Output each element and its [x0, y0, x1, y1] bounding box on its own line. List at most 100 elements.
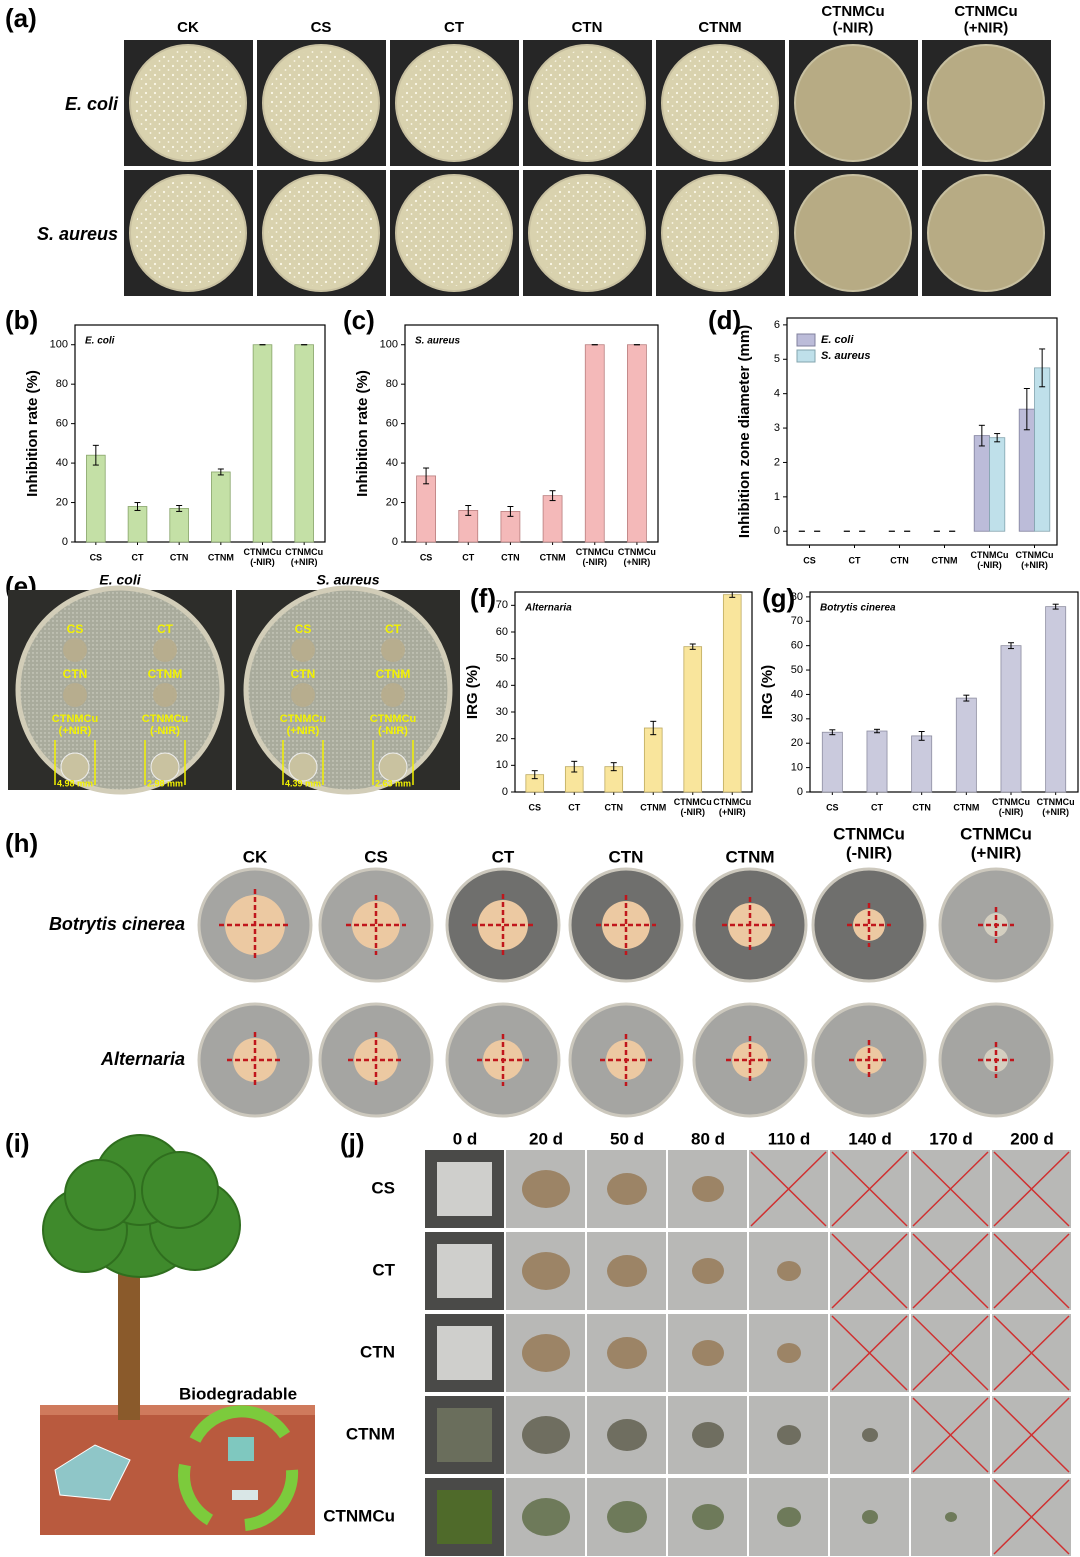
- error-bar: [1023, 388, 1030, 431]
- bar: [821, 731, 843, 793]
- trunk: [118, 1250, 140, 1420]
- bar: [989, 437, 1006, 532]
- bar: [1045, 606, 1067, 793]
- legend-label: S. aureus: [821, 350, 871, 362]
- y-tick-label: 1: [774, 491, 780, 503]
- sample-label: CTNMCu (-NIR): [370, 713, 416, 737]
- x-tick-label: CS: [528, 802, 541, 812]
- measurement: 2.63 mm: [375, 778, 411, 788]
- sample-label: CTN: [63, 667, 88, 681]
- film: [437, 1408, 492, 1462]
- x-tick-label: CTNM: [540, 552, 566, 562]
- y-tick-label: 100: [50, 339, 68, 351]
- column-header: CT: [444, 19, 464, 36]
- column-header: 20 d: [529, 1129, 563, 1148]
- agar-plate: [794, 174, 912, 292]
- measurement: 4.98 mm: [57, 778, 93, 788]
- bar: [584, 344, 605, 543]
- error-bar: [829, 729, 836, 736]
- film: [437, 1326, 492, 1380]
- error-bar: [689, 643, 696, 650]
- removed-mark: [750, 1151, 827, 1227]
- removed-mark: [993, 1397, 1070, 1473]
- y-tick-label: 80: [386, 378, 398, 390]
- column-header: CTNMCu (+NIR): [954, 3, 1017, 37]
- column-header: 140 d: [848, 1129, 891, 1148]
- column-header: CS: [364, 847, 388, 866]
- film-spot: [381, 683, 405, 707]
- x-tick-label: CTNMCu (+NIR): [1016, 550, 1054, 570]
- bar: [1034, 367, 1051, 532]
- canopy: [64, 1159, 136, 1231]
- bar: [627, 344, 647, 543]
- column-header: 80 d: [691, 1129, 725, 1148]
- film-residue: [862, 1510, 878, 1524]
- film-residue: [692, 1340, 724, 1366]
- film-residue: [607, 1501, 647, 1533]
- row-label: CTNMCu: [323, 1506, 395, 1525]
- film-spot: [381, 638, 405, 662]
- y-tick-label: 6: [774, 319, 780, 331]
- zone-spot: [150, 752, 180, 782]
- x-tick-label: CTNMCu (-NIR): [971, 550, 1009, 570]
- x-tick-label: CTNMCu (-NIR): [992, 797, 1030, 817]
- film-spot: [153, 683, 177, 707]
- column-header: CTNMCu (+NIR): [960, 825, 1032, 863]
- y-tick-label: 2: [774, 456, 780, 468]
- removed-mark: [912, 1233, 989, 1309]
- film-residue: [692, 1176, 724, 1202]
- panel-label: (a): [5, 3, 37, 33]
- film: [437, 1244, 492, 1298]
- x-tick-label: CTNMCu (+NIR): [1037, 797, 1075, 817]
- caption: Biodegradable: [179, 1384, 297, 1403]
- film-residue: [522, 1334, 570, 1372]
- sample-label: CTNMCu (+NIR): [52, 713, 98, 737]
- x-tick-label: CTN: [170, 552, 189, 562]
- row-label: S. aureus: [37, 224, 118, 244]
- film-residue: [607, 1173, 647, 1205]
- cycle-arrow: [244, 1469, 299, 1531]
- film-spot: [63, 683, 87, 707]
- film-residue: [522, 1498, 570, 1536]
- bar: [542, 495, 563, 543]
- y-tick-label: 0: [62, 536, 68, 548]
- y-tick-label: 60: [791, 640, 803, 652]
- plot-frame: [514, 591, 753, 793]
- column-header: CTNMCu (-NIR): [821, 3, 884, 37]
- error-bar: [176, 505, 183, 512]
- canopy: [141, 1151, 219, 1229]
- sample-label: CTNM: [148, 667, 183, 681]
- film-spot: [291, 638, 315, 662]
- sample-label: CT: [385, 622, 402, 636]
- y-tick-label: 10: [791, 762, 803, 774]
- film-residue: [777, 1507, 801, 1527]
- plot-frame: [786, 317, 1058, 546]
- bar: [973, 435, 990, 532]
- fragments: [232, 1490, 258, 1500]
- y-tick-label: 50: [496, 653, 508, 665]
- agar-plate: [927, 174, 1045, 292]
- removed-mark: [993, 1151, 1070, 1227]
- colonies: [534, 50, 640, 156]
- column-header: 110 d: [768, 1129, 811, 1148]
- zone-spot: [378, 752, 408, 782]
- removed-mark: [993, 1315, 1070, 1391]
- y-tick-label: 0: [392, 536, 398, 548]
- legend-swatch: [796, 349, 816, 363]
- error-bar: [963, 694, 970, 702]
- colonies: [534, 180, 640, 286]
- x-tick-label: CTN: [912, 802, 931, 812]
- x-tick-label: CS: [803, 555, 816, 565]
- error-bar: [918, 731, 925, 741]
- error-bar: [92, 444, 99, 466]
- bar: [211, 471, 231, 543]
- agar-plate: [243, 585, 453, 795]
- bar: [866, 730, 888, 793]
- film-residue: [692, 1258, 724, 1284]
- y-tick-label: 0: [502, 786, 508, 798]
- y-tick-label: 100: [380, 339, 398, 351]
- film-spot: [153, 638, 177, 662]
- annotation: Alternaria: [524, 603, 572, 614]
- mycelium: [478, 900, 528, 950]
- removed-mark: [993, 1233, 1070, 1309]
